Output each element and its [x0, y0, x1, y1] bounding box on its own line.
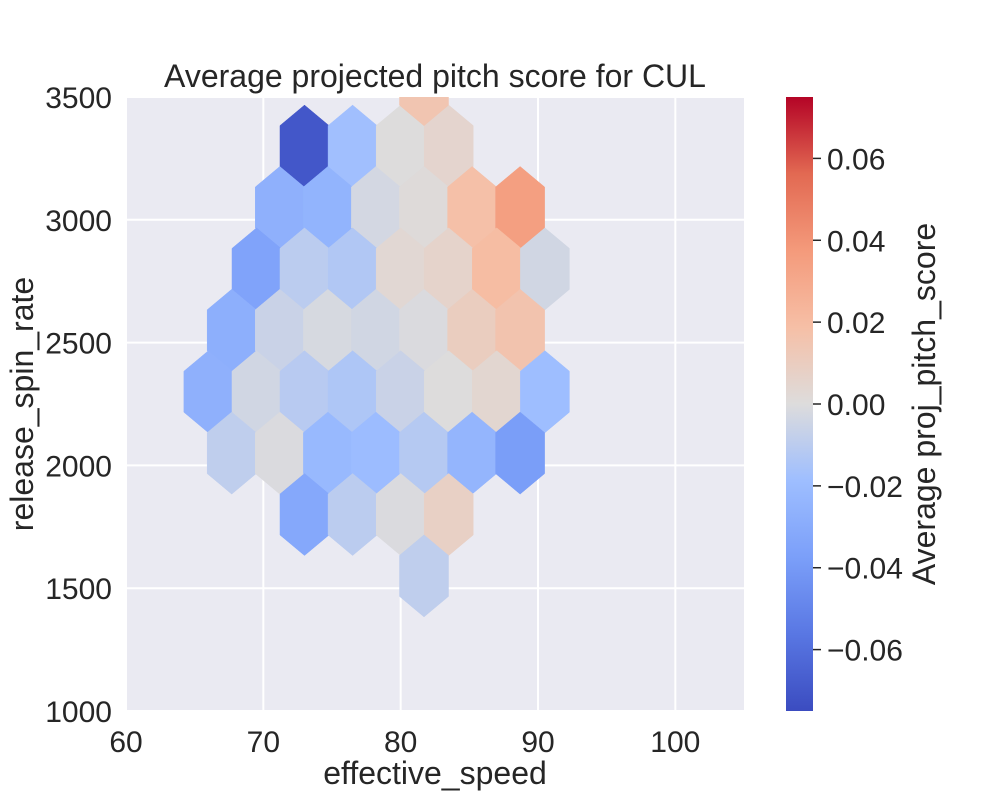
colorbar-tick-label: −0.06: [827, 635, 903, 668]
colorbar-tick-label: −0.02: [827, 471, 903, 504]
chart-title: Average projected pitch score for CUL: [164, 58, 706, 94]
y-tick-labels: 1000 1500 2000 2500 3000 3500: [45, 82, 112, 729]
x-tick-label: 70: [247, 726, 280, 759]
colorbar-label: Average proj_pitch_score: [906, 223, 942, 585]
colorbar: [786, 97, 813, 711]
y-tick-label: 1000: [45, 696, 112, 729]
x-tick-labels: 60 70 80 90 100: [109, 726, 700, 759]
y-tick-label: 3500: [45, 82, 112, 115]
colorbar-tick-label: 0.00: [827, 389, 885, 422]
x-tick-label: 80: [384, 726, 417, 759]
y-tick-label: 1500: [45, 573, 112, 606]
hexbin-cell: [495, 411, 545, 495]
hexbin-cells: [183, 97, 570, 618]
colorbar-tick-label: −0.04: [827, 553, 903, 586]
hexbin-cell: [520, 227, 570, 311]
colorbar-tick-label: 0.02: [827, 307, 885, 340]
x-tick-label: 100: [650, 726, 700, 759]
y-tick-label: 2000: [45, 450, 112, 483]
x-axis-label: effective_speed: [323, 755, 547, 791]
colorbar-tick-label: 0.04: [827, 225, 885, 258]
x-tick-label: 60: [109, 726, 142, 759]
hexbin-cell: [520, 350, 570, 434]
hexbin-cell: [399, 97, 449, 127]
y-axis-label: release_spin_rate: [4, 277, 40, 531]
colorbar-tick-label: 0.06: [827, 143, 885, 176]
x-tick-label: 90: [521, 726, 554, 759]
hexbin-cell: [399, 534, 449, 618]
y-tick-label: 2500: [45, 328, 112, 361]
colorbar-ticks: −0.06 −0.04 −0.02 0.00 0.02 0.04 0.06: [813, 143, 903, 668]
y-tick-label: 3000: [45, 205, 112, 238]
